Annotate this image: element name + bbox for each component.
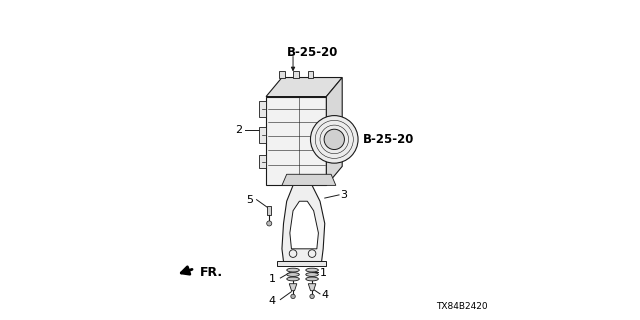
Polygon shape [266,77,342,97]
Circle shape [310,116,358,163]
Ellipse shape [306,273,318,276]
Text: 3: 3 [340,190,348,200]
Text: 5: 5 [246,195,253,205]
Polygon shape [326,77,342,185]
Ellipse shape [287,273,300,276]
Polygon shape [282,185,324,261]
Text: B-25-20: B-25-20 [287,46,338,59]
Ellipse shape [306,268,318,272]
Polygon shape [289,284,297,291]
Text: 1: 1 [320,268,327,278]
Circle shape [324,129,344,149]
Ellipse shape [306,277,318,281]
Polygon shape [308,284,316,291]
Circle shape [310,294,314,299]
Bar [293,70,299,77]
Polygon shape [282,174,336,185]
Text: 4: 4 [321,290,329,300]
Text: 1: 1 [269,274,276,284]
Bar [259,155,266,168]
Bar [259,127,266,142]
Bar [259,101,266,117]
Bar [277,260,326,266]
Circle shape [289,250,297,257]
Text: 4: 4 [268,296,276,306]
Polygon shape [290,201,319,249]
Ellipse shape [287,277,300,281]
Text: FR.: FR. [200,266,223,279]
Polygon shape [266,97,326,185]
Circle shape [308,250,316,257]
Text: 2: 2 [235,125,243,135]
Text: TX84B2420: TX84B2420 [436,302,488,311]
Ellipse shape [287,268,300,272]
Circle shape [291,294,295,299]
Bar [268,206,271,215]
Bar [324,120,336,158]
Bar [308,70,314,77]
Circle shape [267,221,272,226]
Bar [279,70,285,77]
Text: B-25-20: B-25-20 [363,133,414,146]
